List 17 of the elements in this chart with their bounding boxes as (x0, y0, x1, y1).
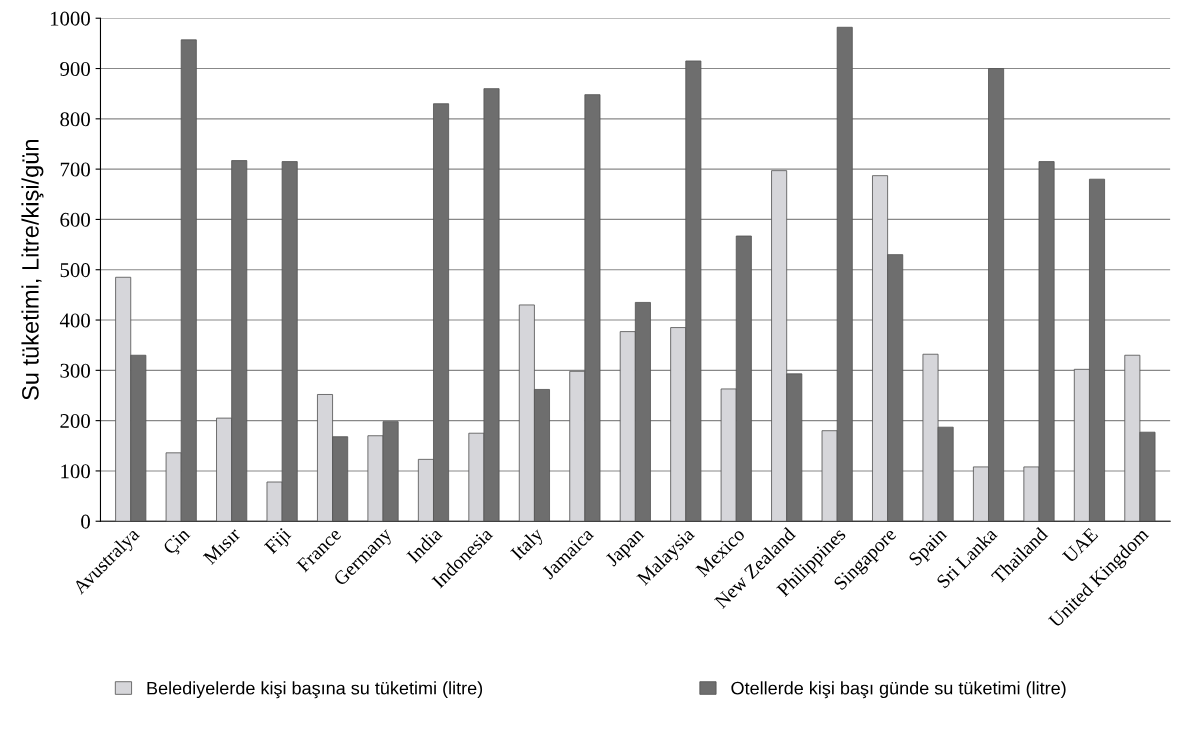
y-tick-label: 200 (60, 414, 90, 429)
x-tick-label: Fiji (263, 526, 295, 558)
y-tick-label: 1000 (50, 11, 90, 26)
y-tick-label: 800 (60, 112, 90, 127)
y-tick-label: 400 (59, 313, 90, 328)
y-tick-label: 700 (60, 162, 90, 177)
y-tick-label: 0 (81, 514, 90, 529)
y-axis-title: Su tüketimi, Litre/kişi/gün (21, 140, 44, 400)
x-tick-label: Çin (162, 526, 194, 558)
y-tick-label: 900 (60, 61, 90, 76)
y-tick-label: 300 (60, 363, 90, 378)
legend-label: Belediyelerde kişi başına su tüketimi (litre) (147, 681, 483, 699)
y-tick-label: 600 (60, 212, 90, 227)
y-tick-label: 500 (60, 263, 90, 278)
legend-label: Otellerde kişi başı günde su tüketimi (litre) (731, 681, 1066, 699)
y-tick-label: 100 (61, 464, 90, 479)
x-tick-label: Italy (509, 526, 547, 564)
